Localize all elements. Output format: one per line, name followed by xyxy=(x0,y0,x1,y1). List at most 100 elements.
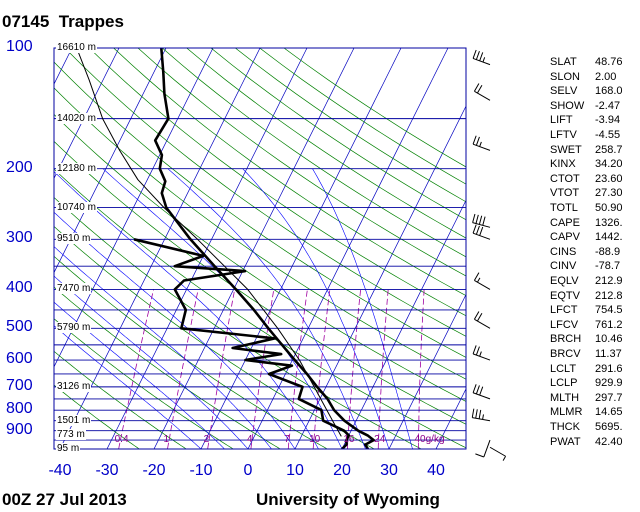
wind-barb-flag xyxy=(475,346,480,356)
mixing-ratio-line xyxy=(418,289,425,449)
isobar-lines xyxy=(54,47,466,450)
wind-barb-flag xyxy=(479,52,484,62)
index-row: PWAT 42.40 xyxy=(550,436,623,449)
wind-barb xyxy=(472,213,491,228)
index-row: SWET 258.7 xyxy=(550,144,623,157)
wind-barb-flag xyxy=(472,135,477,145)
wind-barb-staff xyxy=(489,446,506,457)
isotherm-line xyxy=(0,48,25,457)
geopotential-height-label: 95 m xyxy=(56,443,81,454)
index-value: 27.30 xyxy=(595,187,623,200)
index-name: LFCT xyxy=(550,304,578,317)
index-row: LFCT 754.5 xyxy=(550,304,623,317)
index-row: MLTH 297.7 xyxy=(550,392,623,405)
index-row: EQTV 212.8 xyxy=(550,290,623,303)
wind-barb-flag xyxy=(477,84,483,94)
wind-barb xyxy=(472,224,491,240)
index-value: 34.20 xyxy=(595,158,623,171)
data-source: University of Wyoming xyxy=(256,490,440,509)
index-value: 212.8 xyxy=(595,289,623,302)
index-value: 48.76 xyxy=(595,56,623,68)
wind-barb xyxy=(472,135,491,151)
wind-barb-flag xyxy=(477,312,483,322)
wind-barb-flag xyxy=(478,215,483,225)
wind-barb-flag xyxy=(472,345,477,355)
wind-barb-flag xyxy=(471,408,475,418)
wind-barb-flag xyxy=(482,216,486,226)
index-name: SHOW xyxy=(550,99,585,112)
index-value: 929.9 xyxy=(595,377,623,390)
geopotential-height-label: 10740 m xyxy=(56,201,97,213)
mixing-ratio-tick-label: 16 xyxy=(343,434,355,445)
mixing-ratio-tick-label: 40g/kg xyxy=(414,434,445,445)
temperature-tick-label: -10 xyxy=(189,462,213,479)
wind-barb xyxy=(475,439,491,458)
index-name: LIFT xyxy=(550,114,573,127)
index-row: LFTV -4.55 xyxy=(550,129,620,142)
index-name: MLMR xyxy=(550,406,583,419)
temperature-tick-label: 40 xyxy=(427,462,445,479)
pressure-tick-label: 500 xyxy=(6,318,33,336)
index-name: BRCV xyxy=(550,348,581,360)
wind-barb xyxy=(472,384,491,400)
wind-barb-flag xyxy=(475,385,480,395)
index-name: TOTL xyxy=(550,202,578,214)
index-name: KINX xyxy=(550,158,576,171)
wind-barb-staff xyxy=(472,232,491,240)
isotherm-line xyxy=(54,48,214,368)
wind-barb-staff xyxy=(472,417,491,422)
wind-barb-flag xyxy=(472,224,477,234)
index-name: MLTH xyxy=(550,391,580,404)
temperature-tick-label: -30 xyxy=(95,462,119,479)
geopotential-height-label: 5790 m xyxy=(56,322,92,334)
wind-barb-staff xyxy=(474,279,491,290)
index-row: CAPE 1326. xyxy=(550,217,623,230)
index-name: BRCH xyxy=(550,333,582,346)
index-name: SELV xyxy=(550,85,578,98)
wind-barb xyxy=(473,272,491,290)
pressure-tick-label: 400 xyxy=(6,279,33,297)
mixing-ratio-line xyxy=(287,289,308,449)
wind-barb xyxy=(472,49,491,66)
index-name: SLAT xyxy=(550,56,577,68)
geopotential-height-label: 7470 m xyxy=(56,283,92,295)
wind-barb xyxy=(473,83,491,101)
pressure-tick-label: 800 xyxy=(6,400,33,418)
isotherm-line xyxy=(388,293,466,449)
index-name: EQTV xyxy=(550,289,580,302)
temperature-tick-label: -40 xyxy=(48,462,72,479)
wind-barb-half-flag xyxy=(502,455,507,461)
temperature-tick-label: 20 xyxy=(333,462,351,479)
index-name: EQLV xyxy=(550,275,579,287)
mixing-ratio-tick-label: 7 xyxy=(284,434,290,445)
isotherm-line xyxy=(294,105,466,449)
index-value: 297.7 xyxy=(595,391,623,404)
wind-barb-half-flag xyxy=(479,351,482,357)
index-value: 168.0 xyxy=(595,85,623,98)
wind-barb-flag xyxy=(475,136,480,146)
wind-barb-flag xyxy=(475,51,480,60)
index-row: CAPV 1442. xyxy=(550,231,623,244)
index-value: 23.60 xyxy=(595,172,623,185)
geopotential-height-label: 3126 m xyxy=(56,380,92,392)
index-value: 2.00 xyxy=(595,70,617,83)
index-value: 258.7 xyxy=(595,143,623,156)
temperature-tick-label: 10 xyxy=(286,462,304,479)
pressure-tick-label: 900 xyxy=(6,420,33,438)
index-row: LCLP 929.9 xyxy=(550,377,623,390)
wind-barb xyxy=(489,446,507,461)
index-row: CINS -88.9 xyxy=(550,246,620,259)
index-row: THCK 5695. xyxy=(550,421,623,434)
temperature-profile-line xyxy=(153,48,376,449)
index-name: CTOT xyxy=(550,172,580,185)
isotherm-line xyxy=(106,48,308,449)
wind-barb-half-flag xyxy=(477,277,481,283)
wind-barb-flag xyxy=(473,83,480,92)
wind-barb-staff xyxy=(474,90,491,101)
mixing-ratio-line xyxy=(250,289,275,449)
wind-barb-flag xyxy=(472,49,477,59)
index-name: LCLT xyxy=(550,362,577,375)
wind-barb-half-flag xyxy=(482,414,484,420)
mixing-ratio-line xyxy=(167,289,199,449)
index-value: 761.2 xyxy=(595,318,623,331)
